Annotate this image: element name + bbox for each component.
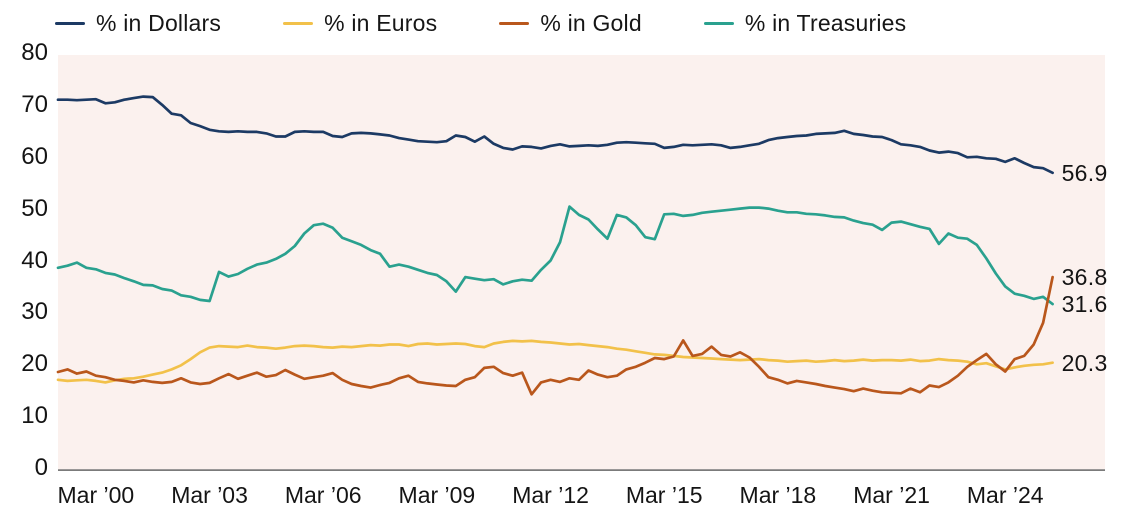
legend-label-gold: % in Gold [540,10,642,36]
legend-label-dollars: % in Dollars [96,10,222,36]
series-line-in-dollars [56,95,1054,175]
legend-label-treasuries: % in Treasuries [744,10,907,36]
y-axis-tick-label: 40 [21,246,48,274]
legend-swatch-dollars [55,21,85,26]
legend-item-gold: % in Gold [499,10,642,37]
series-end-label: 31.6 [1061,291,1108,318]
y-axis-tick-label: 60 [21,142,48,170]
legend-swatch-euros [283,21,314,26]
y-axis-tick-label: 70 [21,90,48,118]
series-line-in-euros [56,339,1054,384]
series-end-label: 56.9 [1061,159,1108,186]
series-end-label: 36.8 [1061,264,1108,291]
legend-swatch-gold [499,21,530,26]
y-axis-tick-label: 80 [21,39,48,66]
y-axis-tick-label: 0 [34,454,48,481]
y-axis-tick-label: 20 [21,350,48,378]
y-axis-tick-label: 50 [21,194,48,222]
x-axis-tick-label: Mar ’03 [171,482,248,508]
x-axis-tick-label: Mar ’06 [284,482,362,508]
legend-swatch-treasuries [703,21,734,26]
x-axis-tick-label: Mar ’09 [398,482,476,508]
x-axis-tick-label: Mar ’24 [966,482,1044,508]
x-axis-tick-label: Mar ’18 [739,482,817,508]
x-axis-tick-label: Mar ’15 [625,482,703,508]
series-end-label: 20.3 [1061,349,1108,376]
x-axis-tick-label: Mar ’00 [57,482,135,508]
x-axis-tick-label: Mar ’12 [512,482,589,508]
legend-item-treasuries: % in Treasuries [703,10,907,37]
y-axis-tick-label: 10 [21,402,48,430]
y-axis-tick-label: 30 [21,298,48,326]
legend-label-euros: % in Euros [324,10,438,36]
legend-item-euros: % in Euros [283,10,437,37]
plot-background [58,55,1105,471]
legend-item-dollars: % in Dollars [55,10,221,37]
x-axis-tick-label: Mar ’21 [853,482,930,508]
series-line-in-treasuries [56,205,1054,306]
chart-legend: % in Dollars % in Euros % in Gold % in T… [55,10,906,37]
series-line-in-gold [56,275,1054,396]
